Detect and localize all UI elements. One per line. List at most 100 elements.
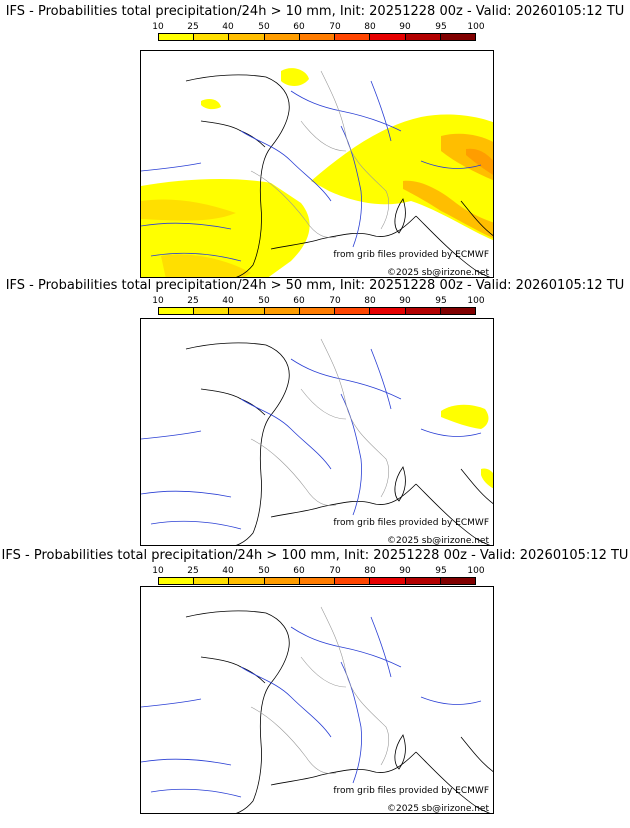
colorbar-tick: 25 xyxy=(187,296,199,306)
colorbar-tick: 40 xyxy=(222,566,234,576)
colorbar-tick: 60 xyxy=(293,296,305,306)
colorbar: 10 25 40 50 60 70 80 90 95 100 xyxy=(152,296,485,322)
coastlines xyxy=(185,342,493,545)
river xyxy=(290,358,402,400)
colorbar-tick: 80 xyxy=(364,22,376,32)
colorbar-tick: 100 xyxy=(467,566,485,576)
colorbar-tick: 70 xyxy=(329,22,341,32)
colorbar-tick: 70 xyxy=(329,296,341,306)
colorbar-ticks: 10 25 40 50 60 70 80 90 95 100 xyxy=(152,296,484,306)
colorbar-segment xyxy=(159,308,195,314)
map-credit-copyright: ©2025 sb@irizone.net xyxy=(387,804,489,814)
panel-100mm: IFS - Probabilities total precipitation/… xyxy=(0,548,630,818)
border xyxy=(250,706,337,774)
river xyxy=(141,162,202,172)
rivers xyxy=(141,616,482,798)
colorbar-tick: 100 xyxy=(467,22,485,32)
colorbar-tick: 60 xyxy=(293,22,305,32)
river xyxy=(290,626,402,668)
colorbar-tick: 50 xyxy=(258,566,270,576)
river xyxy=(420,428,482,437)
river xyxy=(290,90,402,132)
coastline xyxy=(200,120,266,148)
coastline xyxy=(394,734,406,770)
precip-areas xyxy=(141,68,493,277)
colorbar-segment xyxy=(335,34,371,40)
river xyxy=(370,616,392,678)
colorbar-ticks: 10 25 40 50 60 70 80 90 95 100 xyxy=(152,566,484,576)
colorbar-ticks: 10 25 40 50 60 70 80 90 95 100 xyxy=(152,22,484,32)
precip-area xyxy=(441,133,493,181)
colorbar-tick: 25 xyxy=(187,22,199,32)
border xyxy=(320,606,390,766)
precip-area xyxy=(466,148,493,175)
river xyxy=(141,758,232,766)
river xyxy=(240,398,332,470)
coastline xyxy=(270,751,417,786)
colorbar-segment xyxy=(194,308,230,314)
colorbar-segment xyxy=(405,308,441,314)
borders xyxy=(250,606,390,774)
precip-area xyxy=(441,404,489,429)
colorbar-tick: 95 xyxy=(435,296,447,306)
coastline xyxy=(185,610,290,813)
colorbar-segment xyxy=(370,34,406,40)
map-svg: from grib files provided by ECMWF ©2025 … xyxy=(141,338,493,545)
map-credit-source: from grib files provided by ECMWF xyxy=(333,250,489,260)
precip-area xyxy=(281,68,309,86)
colorbar-tick: 100 xyxy=(467,296,485,306)
precip-area xyxy=(403,180,493,239)
colorbar-tick: 50 xyxy=(258,22,270,32)
colorbar-segment xyxy=(229,34,265,40)
border xyxy=(300,656,347,688)
border xyxy=(250,438,337,506)
colorbar-tick: 95 xyxy=(435,22,447,32)
coastline xyxy=(460,200,493,236)
river xyxy=(370,348,392,410)
colorbar-tick: 10 xyxy=(152,296,164,306)
colorbar-segment xyxy=(299,578,336,584)
colorbar: 10 25 40 50 60 70 80 90 95 100 xyxy=(152,566,485,592)
river xyxy=(340,125,362,248)
colorbar-tick: 95 xyxy=(435,566,447,576)
colorbar-segment xyxy=(229,578,265,584)
colorbar-segment xyxy=(370,308,406,314)
panel-title: IFS - Probabilities total precipitation/… xyxy=(5,278,625,293)
map-frame: from grib files provided by ECMWF ©2025 … xyxy=(140,586,494,814)
precip-areas xyxy=(441,404,493,489)
colorbar-tick: 70 xyxy=(329,566,341,576)
borders xyxy=(250,70,390,238)
precip-area xyxy=(161,254,251,277)
panel-10mm: IFS - Probabilities total precipitation/… xyxy=(0,4,630,278)
river xyxy=(141,430,202,440)
river xyxy=(240,666,332,738)
river xyxy=(141,698,202,708)
border xyxy=(320,338,390,498)
coastline xyxy=(270,215,417,250)
river xyxy=(141,490,232,498)
coastline xyxy=(185,342,290,545)
colorbar-tick: 90 xyxy=(399,296,411,306)
coastline xyxy=(415,483,491,545)
colorbar-segment xyxy=(264,34,300,40)
colorbar-segment xyxy=(440,34,475,40)
map-frame: from grib files provided by ECMWF ©2025 … xyxy=(140,50,494,278)
colorbar: 10 25 40 50 60 70 80 90 95 100 xyxy=(152,22,485,48)
colorbar-tick: 80 xyxy=(364,566,376,576)
river xyxy=(420,160,482,169)
river xyxy=(370,80,392,142)
colorbar-segment xyxy=(159,34,195,40)
precip-area xyxy=(261,236,299,267)
colorbar-tick: 25 xyxy=(187,566,199,576)
coastline xyxy=(394,198,406,234)
rivers xyxy=(141,80,482,262)
precip-area xyxy=(201,99,221,110)
precip-area xyxy=(141,199,236,221)
colorbar-segment xyxy=(405,34,441,40)
coastline xyxy=(415,751,491,813)
borders xyxy=(250,338,390,506)
coastline xyxy=(394,466,406,502)
rivers xyxy=(141,348,482,530)
border xyxy=(300,388,347,420)
colorbar-tick: 50 xyxy=(258,296,270,306)
